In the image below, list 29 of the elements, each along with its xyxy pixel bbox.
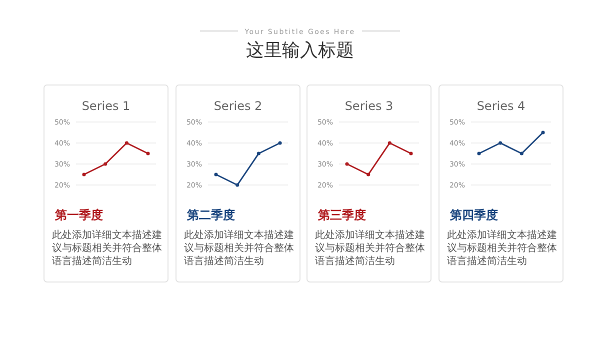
text: 此处添加详细文本描述建议与标题相关并符合整体语言描述简洁生动 <box>315 229 425 267</box>
point <box>214 172 218 176</box>
point <box>366 172 370 176</box>
point <box>278 141 282 145</box>
point <box>236 183 240 187</box>
point <box>146 152 150 156</box>
point <box>541 130 545 134</box>
text: 此处添加详细文本描述建议与标题相关并符合整体语言描述简洁生动 <box>447 229 557 267</box>
text: 第三季度 <box>317 208 366 222</box>
point <box>498 141 502 145</box>
point <box>409 152 413 156</box>
chart-title: Series 1 <box>82 99 130 113</box>
text: 这里输入标题 <box>246 40 354 61</box>
point <box>104 162 108 166</box>
point <box>477 152 481 156</box>
text: 第一季度 <box>54 208 103 222</box>
point <box>256 152 260 156</box>
point <box>345 162 349 166</box>
point <box>388 141 392 145</box>
point <box>82 172 86 176</box>
text: 此处添加详细文本描述建议与标题相关并符合整体语言描述简洁生动 <box>52 229 162 267</box>
point <box>124 141 128 145</box>
text: 此处添加详细文本描述建议与标题相关并符合整体语言描述简洁生动 <box>184 229 294 267</box>
chart-title: Series 4 <box>476 99 526 113</box>
text: 第四季度 <box>449 208 498 222</box>
chart-title: Series 3 <box>344 99 394 113</box>
point <box>520 152 524 156</box>
text: 第二季度 <box>186 208 235 222</box>
chart-title: Series 2 <box>214 99 262 113</box>
